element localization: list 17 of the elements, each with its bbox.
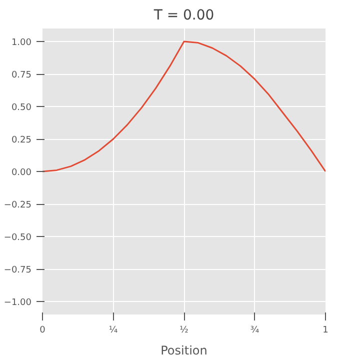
line-series bbox=[42, 40, 326, 172]
x-tick-label: ¾ bbox=[250, 326, 260, 336]
y-tick-label: 0.25 bbox=[11, 136, 32, 146]
y-tick-label: −0.50 bbox=[4, 233, 32, 243]
y-tick-label: 1.00 bbox=[11, 38, 32, 48]
y-tick-label: 0.00 bbox=[11, 168, 32, 178]
x-tick-label: ½ bbox=[180, 326, 189, 336]
x-tick-label: ¼ bbox=[108, 326, 118, 336]
chart-title: T = 0.00 bbox=[152, 8, 214, 24]
y-tick-label: 0.50 bbox=[11, 103, 32, 113]
x-tick-label: 1 bbox=[322, 326, 328, 336]
y-tick-label: −0.25 bbox=[4, 200, 32, 210]
x-axis-title: Position bbox=[160, 344, 208, 358]
y-tick-label: 0.75 bbox=[11, 70, 32, 80]
y-tick-label: −1.00 bbox=[4, 298, 32, 308]
y-tick-label: −0.75 bbox=[4, 266, 32, 276]
x-tick-label: 0 bbox=[40, 326, 46, 336]
